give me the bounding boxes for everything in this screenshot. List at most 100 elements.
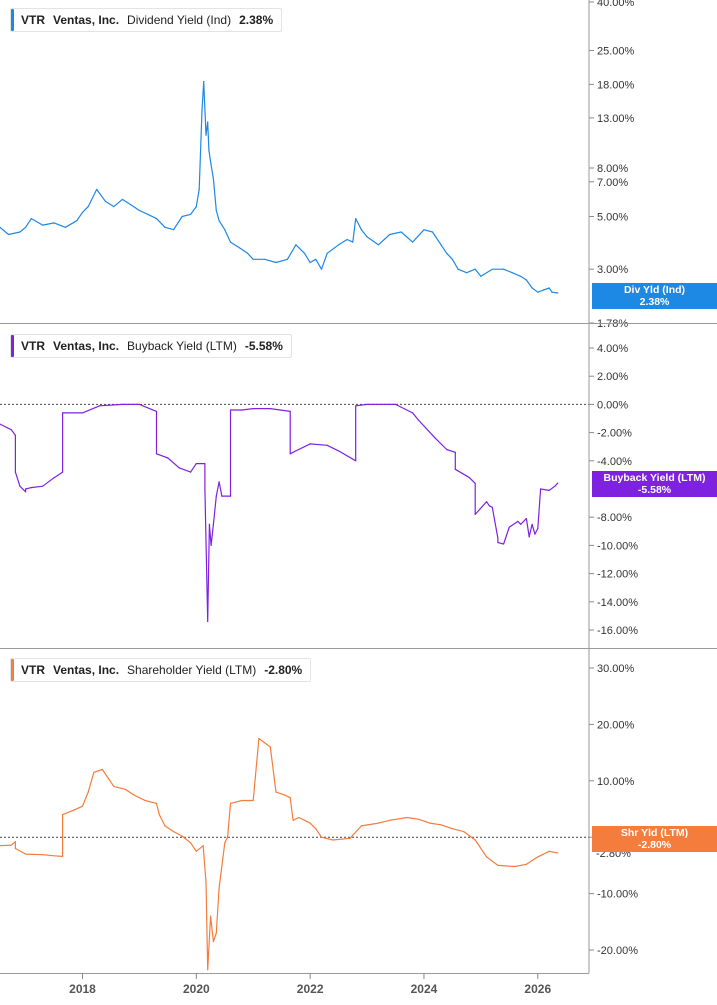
data-point: [212, 940, 214, 943]
data-point: [332, 839, 334, 841]
data-point: [520, 275, 522, 277]
legend-color-swatch: [11, 9, 14, 31]
data-point: [537, 291, 539, 293]
data-point: [25, 491, 27, 493]
data-point: [423, 229, 425, 231]
data-point: [205, 881, 207, 883]
data-point: [551, 291, 553, 293]
data-point: [389, 233, 391, 236]
data-point: [42, 485, 44, 487]
data-point: [525, 279, 528, 281]
y-tick-label: -16.00%: [597, 625, 638, 637]
data-point: [30, 487, 32, 489]
value-tag-dividend: Div Yld (Ind) 2.38%: [592, 283, 717, 309]
data-point: [190, 471, 192, 473]
data-point: [412, 412, 414, 414]
data-point: [195, 850, 197, 852]
data-point: [124, 788, 126, 790]
data-point: [451, 258, 453, 260]
data-point: [346, 238, 348, 241]
data-point: [474, 268, 476, 270]
data-point: [62, 814, 64, 816]
data-point: [207, 620, 209, 623]
data-point: [218, 887, 220, 889]
data-point: [389, 819, 391, 821]
data-point: [400, 231, 402, 233]
data-point: [528, 536, 530, 538]
y-tick-label: 5.00%: [597, 211, 628, 223]
data-point: [417, 818, 419, 820]
data-point: [309, 822, 311, 824]
data-point: [252, 258, 254, 260]
data-point: [349, 837, 351, 839]
data-point: [155, 802, 158, 805]
data-point: [224, 229, 226, 231]
data-point: [377, 244, 379, 246]
data-point: [326, 444, 328, 446]
data-point: [208, 149, 210, 151]
legend-color-swatch: [11, 659, 14, 681]
data-point: [531, 287, 533, 289]
data-point: [81, 211, 84, 213]
legend-value: -5.58%: [244, 339, 283, 353]
y-tick-label: -20.00%: [597, 945, 638, 957]
data-point: [466, 272, 468, 274]
data-point: [431, 231, 434, 233]
legend-dividend-yield[interactable]: VTR Ventas, Inc. Dividend Yield (Ind) 2.…: [10, 8, 283, 32]
data-point: [440, 824, 442, 826]
legend-buyback-yield[interactable]: VTR Ventas, Inc. Buyback Yield (LTM) -5.…: [10, 334, 292, 358]
data-point: [19, 485, 21, 487]
data-point: [190, 213, 192, 215]
data-point: [207, 121, 209, 123]
data-point: [203, 80, 205, 83]
data-point: [212, 178, 214, 180]
data-point: [62, 471, 64, 473]
data-point: [229, 241, 232, 243]
data-point: [355, 405, 357, 407]
y-tick-label: 3.00%: [597, 264, 628, 276]
data-point: [227, 495, 229, 497]
data-point: [289, 410, 291, 412]
data-point: [315, 828, 317, 830]
data-point: [360, 229, 362, 231]
data-point: [138, 403, 140, 405]
data-point: [557, 292, 559, 294]
data-point: [204, 488, 206, 490]
legend-shareholder-yield[interactable]: VTR Ventas, Inc. Shareholder Yield (LTM)…: [10, 658, 312, 682]
dividend-yield-line: [0, 80, 558, 294]
legend-metric: Buyback Yield (LTM): [127, 339, 237, 353]
y-tick-label: 30.00%: [597, 663, 635, 675]
data-point: [25, 226, 27, 228]
data-point: [107, 777, 109, 779]
data-point: [195, 206, 197, 208]
data-point: [491, 506, 493, 508]
data-point: [289, 453, 291, 455]
data-point: [295, 244, 297, 246]
data-point: [14, 471, 16, 473]
data-point: [338, 450, 340, 452]
data-point: [164, 226, 166, 228]
data-point: [99, 405, 101, 407]
data-point: [446, 252, 448, 254]
data-point: [468, 477, 471, 479]
data-point: [212, 523, 214, 525]
data-point: [241, 799, 243, 802]
data-point: [394, 403, 397, 405]
y-tick-label: -10.00%: [597, 889, 638, 901]
data-point: [215, 495, 217, 497]
data-point: [19, 231, 21, 233]
data-point: [81, 412, 84, 414]
data-point: [412, 241, 414, 243]
legend-company: Ventas, Inc.: [53, 339, 120, 353]
data-point: [10, 429, 12, 431]
y-tick-label: -14.00%: [597, 597, 638, 609]
data-point: [73, 809, 75, 811]
data-point: [511, 272, 513, 274]
x-tick-label: 2024: [411, 982, 438, 996]
data-point: [548, 489, 550, 491]
y-tick-label: 0.00%: [597, 399, 628, 411]
data-point: [548, 850, 550, 852]
data-point: [480, 275, 482, 277]
buyback-yield-line: [0, 403, 559, 623]
